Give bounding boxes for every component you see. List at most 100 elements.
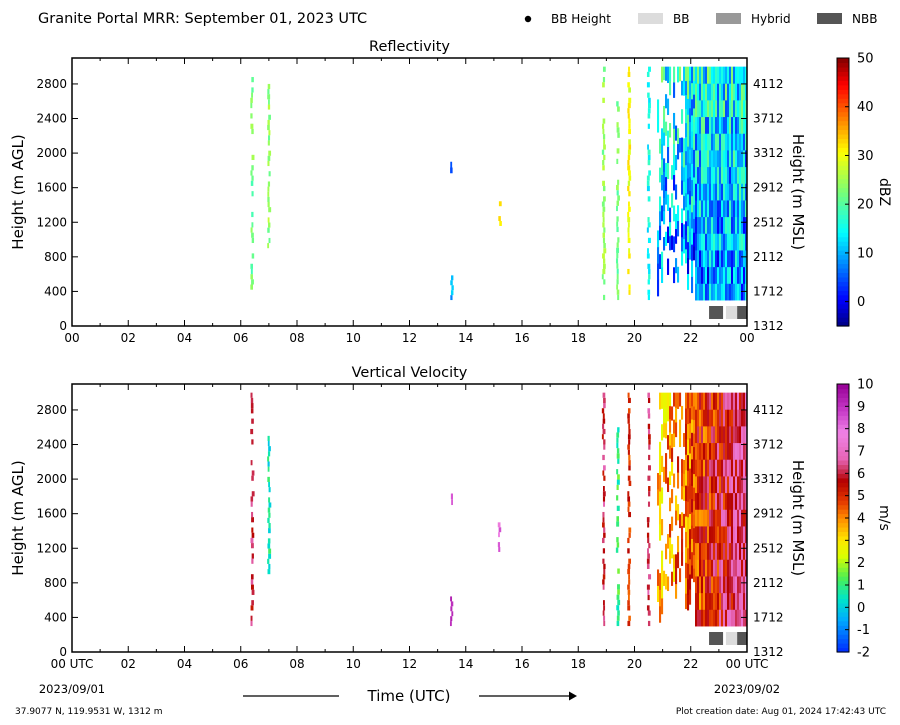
echo-dense-vel: [719, 609, 722, 627]
echo-dense-vel: [685, 469, 688, 486]
echo-vel-5: [602, 511, 605, 518]
echo-dense-vel: [711, 425, 714, 444]
echo-dense-refl: [699, 116, 702, 134]
colorbar-segment-vel: [837, 638, 849, 644]
echo-dense-refl: [745, 250, 747, 268]
echo-dense-refl: [743, 66, 746, 84]
echo-dense-refl: [731, 250, 734, 268]
colorbar-segment-refl: [837, 192, 849, 198]
echo-dense-refl: [689, 204, 692, 219]
echo-dense-vel: [693, 500, 696, 515]
echo-dense-refl: [745, 133, 747, 151]
colorbar-segment-vel: [837, 415, 849, 421]
x-tick-label-vel: 00 UTC: [51, 657, 94, 671]
echo-dense-refl: [717, 216, 720, 234]
echo-vel-7: [627, 475, 631, 481]
echo-dense-vel: [717, 459, 720, 477]
echo-dense-vel: [741, 542, 744, 560]
echo-dense-vel: [705, 509, 708, 527]
echo-vel-1: [267, 569, 271, 575]
echo-dense-refl: [741, 83, 744, 101]
echo-dense-vel: [713, 542, 716, 560]
echo-dense-refl: [699, 200, 702, 218]
echo-vel-5: [602, 610, 605, 616]
echo-dense-refl: [745, 83, 747, 101]
echo-vel-8: [647, 537, 650, 544]
echo-dense-refl: [683, 195, 686, 211]
echo-dense-refl: [679, 66, 682, 82]
echo-vel-7: [627, 584, 630, 590]
y-tick-label-refl: 800: [44, 250, 67, 264]
colorbar-segment-refl: [837, 232, 849, 238]
y-right-tick-label-refl: 2112: [753, 250, 784, 264]
echo-dense-vel: [739, 559, 742, 577]
colorbar-segment-refl: [837, 138, 849, 144]
echo-dense-refl: [705, 283, 708, 301]
echo-dense-vel: [683, 433, 686, 447]
echo-refl-5: [602, 232, 605, 238]
colorbar-segment-vel: [837, 576, 849, 582]
echo-dense-vel: [707, 409, 710, 427]
echo-dense-vel: [707, 476, 710, 494]
echo-vel-7: [627, 397, 631, 404]
echo-vel-7: [627, 620, 631, 627]
colorbar-segment-refl: [837, 218, 849, 224]
colorbar-segment-vel: [837, 571, 849, 577]
echo-dense-refl: [705, 99, 708, 118]
echo-dense-vel: [737, 609, 740, 627]
echo-dense-vel: [699, 526, 702, 544]
echo-dense-refl: [711, 216, 714, 234]
echo-dense-refl: [711, 283, 714, 301]
colorbar-segment-vel: [837, 526, 849, 532]
echo-dense-refl: [665, 231, 668, 246]
echo-dense-vel: [689, 392, 692, 409]
echo-vel-5: [602, 548, 606, 554]
echo-dense-vel: [707, 459, 710, 477]
echo-dense-refl: [697, 99, 700, 118]
echo-dense-refl: [667, 194, 670, 211]
echo-dense-refl: [721, 183, 724, 201]
echo-dense-refl: [741, 200, 744, 218]
echo-refl-7: [628, 253, 631, 259]
echo-dense-refl: [685, 66, 688, 82]
echo-dense-refl: [709, 166, 712, 184]
echo-vel-8: [647, 620, 651, 627]
echo-dense-vel: [715, 576, 718, 594]
echo-refl-6: [616, 263, 619, 269]
echo-dense-refl: [709, 116, 712, 134]
echo-dense-refl: [689, 94, 692, 109]
echo-dense-refl: [669, 221, 672, 237]
echo-dense-vel: [661, 598, 664, 615]
echo-vel-3: [451, 499, 453, 506]
legend-swatch-hybrid: [716, 13, 741, 24]
echo-dense-vel: [727, 609, 730, 627]
colorbar-segment-vel: [837, 451, 849, 457]
echo-vel-8: [647, 397, 651, 404]
echo-dense-vel: [689, 589, 692, 605]
echo-dense-vel: [695, 409, 698, 427]
x-tick-label-refl: 12: [402, 331, 417, 345]
echo-vel-1: [267, 461, 270, 467]
echo-refl-0: [251, 128, 254, 135]
echo-dense-vel: [725, 459, 728, 477]
echo-dense-refl: [739, 83, 742, 101]
y-right-tick-label-vel: 1312: [753, 645, 784, 659]
echo-dense-vel: [659, 507, 662, 525]
echo-dense-refl: [693, 163, 696, 178]
echo-dense-refl: [687, 82, 690, 99]
colorbar-segment-refl: [837, 254, 849, 260]
echo-dense-refl: [739, 166, 742, 184]
colorbar-tick-label-refl: 0: [857, 295, 865, 310]
echo-vel-4: [498, 527, 502, 533]
colorbar-segment-vel: [837, 437, 849, 443]
colorbar-segment-vel: [837, 500, 849, 506]
echo-dense-refl: [739, 150, 742, 168]
echo-dense-refl: [683, 181, 686, 197]
echo-dense-refl: [727, 233, 730, 251]
echo-dense-vel: [693, 446, 696, 461]
echo-vel-6: [617, 599, 621, 606]
echo-dense-vel: [693, 406, 696, 421]
echo-dense-vel: [671, 461, 674, 476]
echo-dense-vel: [697, 542, 700, 560]
echo-dense-refl: [713, 183, 716, 201]
